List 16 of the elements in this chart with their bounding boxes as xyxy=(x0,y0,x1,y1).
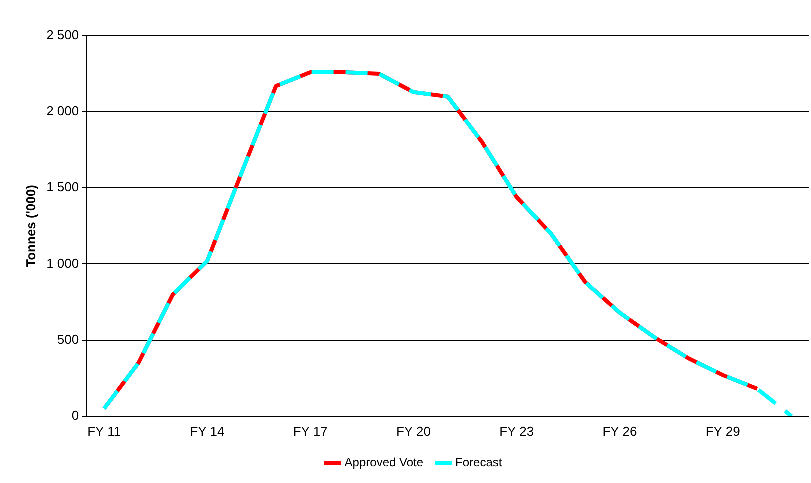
x-tick-label: FY 23 xyxy=(500,424,534,439)
x-tick-label: FY 17 xyxy=(293,424,328,439)
x-tick-label: FY 14 xyxy=(190,424,225,439)
y-axis-title: Tonnes ('000) xyxy=(23,185,38,268)
y-tick-label: 2 000 xyxy=(46,104,80,119)
legend-label: Forecast xyxy=(456,455,503,470)
y-tick-label: 0 xyxy=(72,408,80,423)
x-tick-label: FY 26 xyxy=(602,424,638,439)
x-tick-label: FY 11 xyxy=(88,424,122,439)
legend-label: Approved Vote xyxy=(344,455,424,470)
y-tick-label: 2 500 xyxy=(46,28,80,43)
y-tick-label: 500 xyxy=(57,332,80,347)
y-tick-label: 1 500 xyxy=(46,180,80,195)
x-tick-label: FY 29 xyxy=(706,424,740,439)
x-tick-label: FY 20 xyxy=(396,424,431,439)
y-tick-label: 1 000 xyxy=(46,256,80,271)
